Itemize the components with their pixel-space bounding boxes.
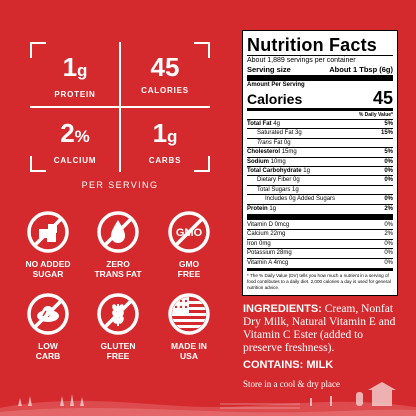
divider (247, 55, 393, 56)
vitamin-row: Potassium 28mg 0% (247, 248, 393, 257)
stat-carbs: 1g CARBS (120, 108, 210, 172)
usa-flag-icon (167, 292, 211, 336)
stats-panel: 1g PROTEIN 45 CALORIES 2% CALCIUM 1g CAR… (30, 42, 210, 190)
stats-grid: 1g PROTEIN 45 CALORIES 2% CALCIUM 1g CAR… (30, 42, 210, 172)
zero-trans-fat-icon (96, 210, 140, 254)
calories-value: 45 (372, 88, 393, 108)
divider-thick (247, 214, 393, 221)
ingredients-label: INGREDIENTS: (243, 303, 322, 315)
gluten-free-icon (96, 292, 140, 336)
badge-label-line2: SUGAR (32, 269, 64, 279)
grid-corner (194, 156, 210, 172)
nutrient-row: Sodium 10mg 0% (247, 156, 393, 165)
stat-carbs-value: 1g (152, 118, 178, 148)
badge-zero-trans-fat: ZERO TRANS FAT (86, 210, 150, 279)
no-sugar-icon (26, 210, 70, 254)
badge-made-in-usa: MADE IN USA (157, 292, 221, 361)
storage-instructions: Store in a cool & dry place (243, 379, 340, 389)
stat-protein: 1g PROTEIN (30, 42, 120, 106)
per-serving-caption: PER SERVING (81, 180, 159, 190)
serving-size-value: About 1 Tbsp (6g) (329, 65, 393, 74)
nutrient-row: Saturated Fat 3g 15% (247, 128, 393, 137)
vitamin-row: Vitamin D 0mcg 0% (247, 222, 393, 229)
calories-row: Calories 45 (247, 89, 393, 107)
badge-label-line1: GMO (178, 259, 200, 269)
badge-label-line1: ZERO (106, 259, 130, 269)
servings-per-container: About 1,889 servings per container (247, 57, 356, 64)
nutrient-row: Total Sugars 1g (247, 184, 393, 194)
stat-calories-label: CALORIES (141, 86, 189, 95)
badge-gmo-free: GMO GMO FREE (157, 210, 221, 279)
nutrition-facts-title: Nutrition Facts (247, 35, 378, 55)
nutrient-row: Total Carbohydrate 1g 0% (247, 166, 393, 175)
grid-corner (30, 42, 46, 58)
badge-label-line2: FREE (177, 269, 201, 279)
serving-size: Serving size About 1 Tbsp (6g) (247, 65, 393, 74)
divider-medium (247, 108, 393, 111)
badge-low-carb: LOW CARB (16, 292, 80, 361)
daily-value-footnote: * The % Daily Value (DV) tells you how m… (247, 273, 391, 291)
stat-calcium-value: 2% (60, 118, 90, 148)
stat-calories: 45 CALORIES (120, 42, 210, 106)
gmo-free-icon: GMO (167, 210, 211, 254)
grid-divider-horizontal (30, 106, 210, 108)
grid-corner (194, 42, 210, 58)
nutrient-row: Includes 0g Added Sugars 0% (247, 194, 393, 203)
vitamin-row: Vitamin A 4mcg 0% (247, 257, 393, 266)
farm-scene-illustration (0, 382, 416, 416)
badge-label-line2: USA (180, 351, 198, 361)
nutrient-row: Dietary Fiber 0g 0% (247, 175, 393, 184)
badge-label-line2: CARB (35, 351, 61, 361)
vitamin-row: Calcium 22mg 2% (247, 229, 393, 238)
serving-size-label: Serving size (247, 65, 291, 74)
badge-label-line2: FREE (106, 351, 130, 361)
badge-no-added-sugar: NO ADDED SUGAR (16, 210, 80, 279)
allergen-statement: CONTAINS: MILK (243, 359, 334, 371)
badge-label-line1: LOW (38, 341, 58, 351)
ingredients-text: INGREDIENTS: Cream, Nonfat Dry Milk, Nat… (243, 303, 403, 355)
nutrition-facts-label: Nutrition Facts About 1,889 servings per… (242, 30, 398, 296)
amount-per-serving: Amount Per Serving (247, 82, 305, 88)
stat-protein-value: 1g (62, 52, 88, 82)
grid-corner (30, 156, 46, 172)
badge-label-line1: NO ADDED (25, 259, 71, 269)
badge-gluten-free: GLUTEN FREE (86, 292, 150, 361)
divider-thick (247, 75, 393, 81)
stat-carbs-label: CARBS (148, 156, 182, 165)
daily-value-header: % Daily Value* (358, 112, 393, 118)
nutrient-row: Protein 1g 2% (247, 203, 393, 212)
divider-medium (247, 268, 393, 272)
stat-calories-value: 45 (150, 52, 180, 82)
nutrient-row: Trans Fat 0g (247, 137, 393, 147)
stat-calcium: 2% CALCIUM (30, 108, 120, 172)
badge-label-line1: MADE IN (171, 341, 207, 351)
badge-label-line2: TRANS FAT (94, 269, 142, 279)
nutrient-row: Cholesterol 15mg 5% (247, 147, 393, 156)
calories-label: Calories (247, 91, 303, 107)
vitamin-row: Iron 0mg 0% (247, 238, 393, 247)
ingredients-list: Cream, Nonfat Dry Milk, Natural Vitamin … (243, 303, 396, 354)
stat-protein-label: PROTEIN (54, 90, 96, 99)
stat-calcium-label: CALCIUM (53, 156, 97, 165)
nutrient-row: Total Fat 4g 5% (247, 119, 393, 127)
badge-label-line1: GLUTEN (100, 341, 136, 351)
low-carb-icon (26, 292, 70, 336)
